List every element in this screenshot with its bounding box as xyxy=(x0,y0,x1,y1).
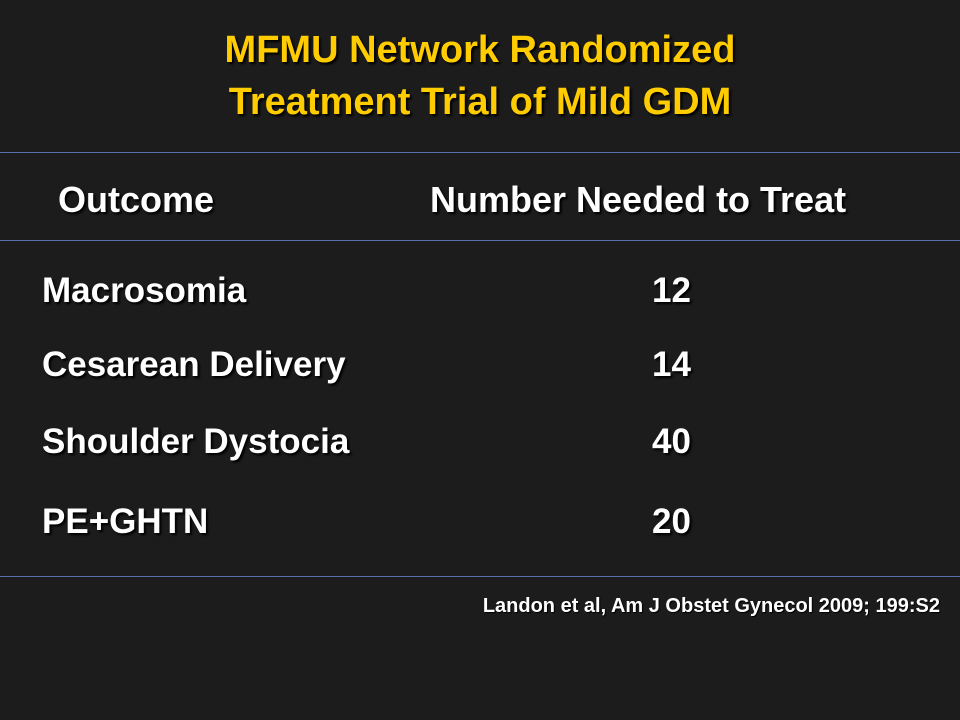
column-header-outcome: Outcome xyxy=(58,179,215,220)
row-nnt-cesarean: 14 xyxy=(652,345,691,384)
divider-header xyxy=(0,240,960,241)
divider-bottom xyxy=(0,576,960,577)
row-outcome-shoulder-dystocia: Shoulder Dystocia xyxy=(42,422,350,461)
title-line-1: MFMU Network Randomized xyxy=(224,29,736,71)
row-outcome-macrosomia: Macrosomia xyxy=(42,271,247,310)
row-outcome-pe-ghtn: PE+GHTN xyxy=(42,502,209,541)
slide-title: MFMU Network Randomized Treatment Trial … xyxy=(0,24,960,128)
title-line-2: Treatment Trial of Mild GDM xyxy=(228,81,732,123)
column-header-nnt: Number Needed to Treat xyxy=(430,179,847,220)
row-nnt-pe-ghtn: 20 xyxy=(652,502,691,541)
row-nnt-macrosomia: 12 xyxy=(652,271,691,310)
row-nnt-shoulder-dystocia: 40 xyxy=(652,422,691,461)
row-outcome-cesarean: Cesarean Delivery xyxy=(42,345,346,384)
divider-top xyxy=(0,152,960,153)
citation: Landon et al, Am J Obstet Gynecol 2009; … xyxy=(482,595,940,617)
